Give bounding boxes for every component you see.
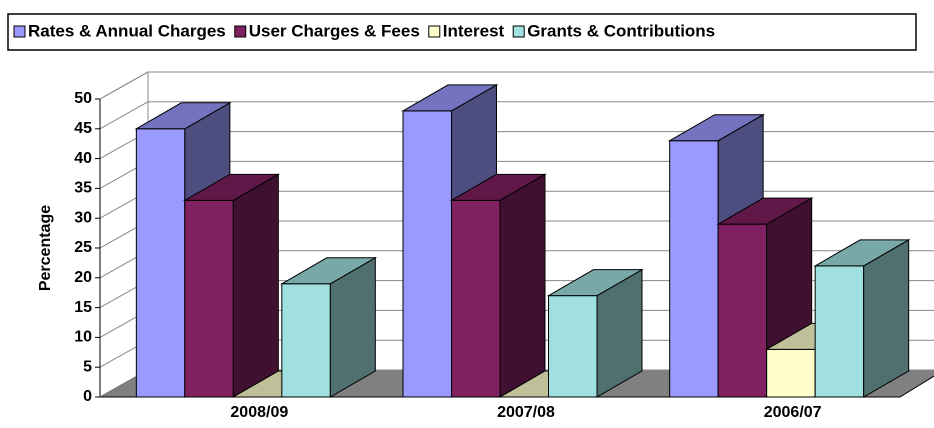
- y-tick-label: 0: [83, 388, 92, 405]
- y-tick-label: 5: [83, 358, 92, 375]
- x-tick-label: 2008/09: [230, 404, 288, 421]
- bar-top: [182, 173, 281, 201]
- y-tick-label: 25: [74, 239, 92, 256]
- y-tick-label: 50: [74, 90, 92, 107]
- legend-label: User Charges & Fees: [249, 21, 420, 40]
- legend-swatch: [512, 25, 525, 38]
- y-tick-label: 35: [74, 180, 92, 197]
- legend-swatch: [234, 25, 247, 38]
- bar-side: [499, 173, 546, 398]
- legend-label: Grants & Contributions: [527, 21, 715, 40]
- bar: [814, 265, 865, 398]
- bar: [766, 348, 816, 398]
- bar-top: [134, 102, 232, 130]
- bar-top: [546, 269, 644, 297]
- bar: [451, 199, 501, 398]
- legend-swatch: [428, 25, 441, 38]
- bar: [281, 283, 331, 398]
- bar-top: [667, 114, 766, 142]
- bar-side: [863, 239, 910, 398]
- bar-top: [279, 257, 378, 285]
- bar-top: [716, 197, 814, 225]
- legend-box: [7, 13, 917, 51]
- bar: [669, 140, 719, 398]
- y-tick-label: 40: [74, 150, 92, 167]
- grid-line: [99, 71, 934, 100]
- bar-top: [401, 84, 499, 112]
- y-tick-label: 20: [74, 269, 92, 286]
- bar-top: [449, 173, 547, 201]
- y-tick-label: 30: [74, 209, 92, 226]
- legend-swatch: [13, 25, 26, 38]
- legend-label: Interest: [443, 21, 505, 40]
- bar-side: [232, 173, 279, 398]
- bar: [184, 199, 234, 398]
- bar: [548, 295, 598, 398]
- bar: [135, 128, 186, 398]
- grid-line: [99, 101, 934, 130]
- y-tick-label: 15: [74, 299, 92, 316]
- x-tick-label: 2006/07: [764, 404, 822, 421]
- y-axis-title: Percentage: [37, 205, 54, 291]
- bar-top: [813, 239, 911, 267]
- x-tick-label: 2007/08: [497, 404, 555, 421]
- bar: [717, 223, 768, 398]
- y-tick-label: 45: [74, 120, 92, 137]
- y-tick-label: 10: [74, 329, 92, 346]
- legend-label: Rates & Annual Charges: [28, 21, 226, 40]
- bar: [402, 110, 452, 398]
